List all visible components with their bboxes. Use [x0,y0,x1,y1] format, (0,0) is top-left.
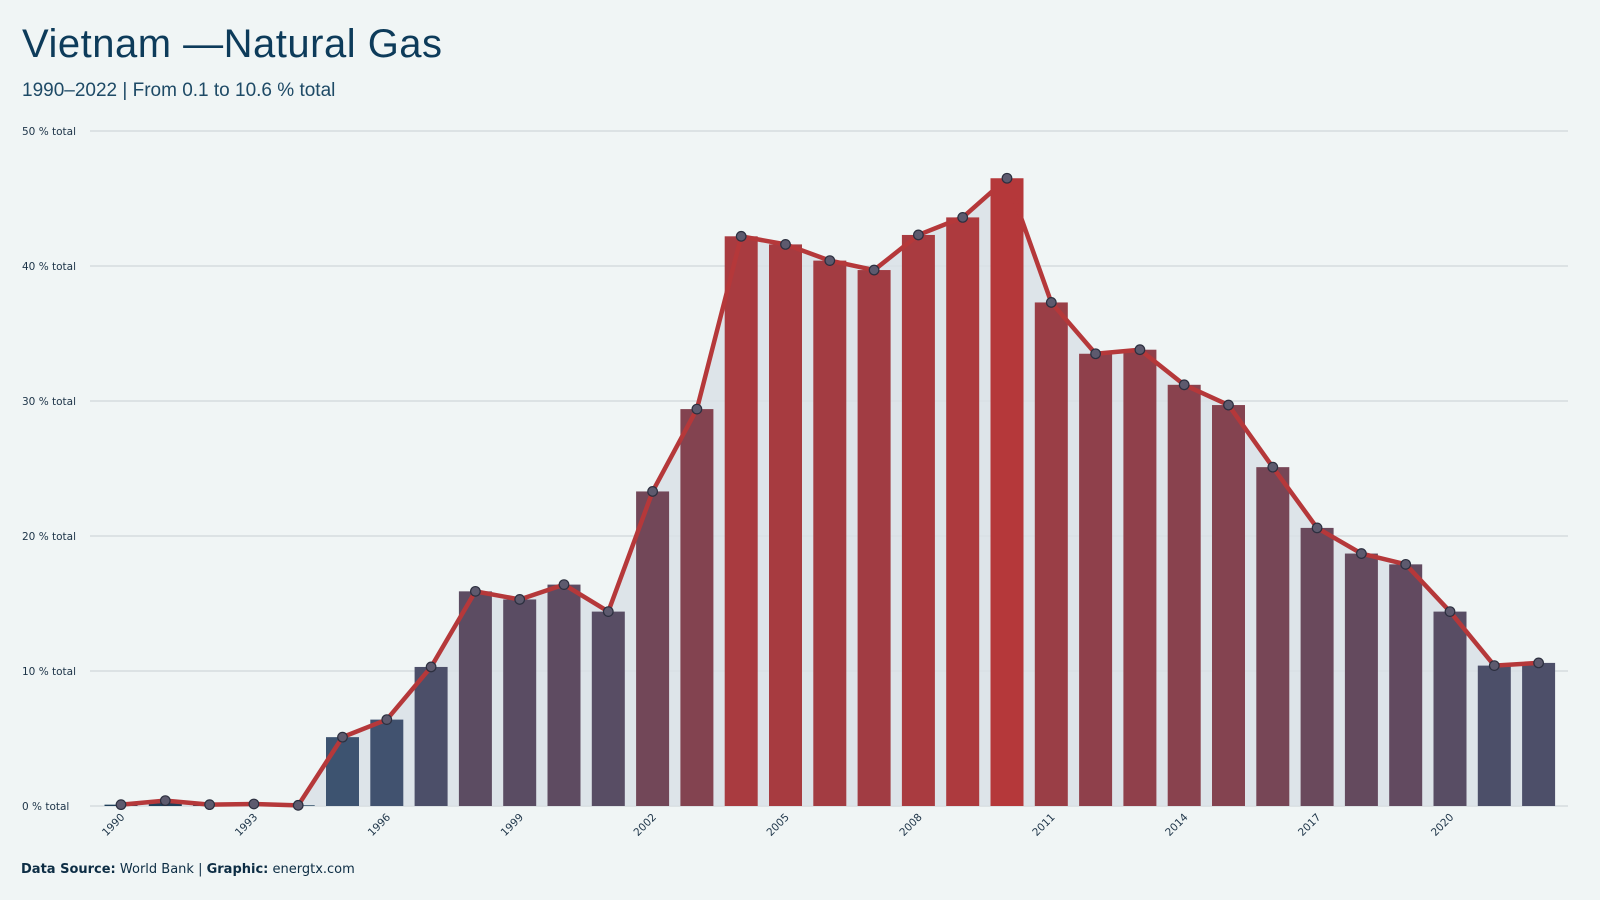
graphic-value: energtx.com [268,862,355,877]
y-tick-label: 20 % total [22,531,76,543]
data-point [735,230,747,242]
y-tick-label: 40 % total [22,261,76,273]
y-tick-label: 30 % total [22,396,76,408]
data-point [913,229,924,241]
bar [1433,611,1467,806]
bar [1079,353,1113,806]
source-label: Data Source: [21,862,116,877]
bar [591,611,625,806]
chart-title: Vietnam —Natural Gas [22,22,443,66]
data-point [470,585,481,597]
bar [857,270,891,806]
data-point [1488,660,1500,671]
x-tick-label: 1993 [233,811,260,838]
data-point [780,238,791,250]
x-tick-label: 1999 [499,811,526,838]
data-point [248,798,260,810]
data-point [204,799,216,811]
x-tick-label: 2002 [632,811,659,838]
data-point [292,799,304,811]
x-tick-label: 2005 [764,811,791,838]
bar [1034,302,1068,806]
bar [636,491,670,806]
x-tick-label: 2020 [1429,811,1456,838]
data-point [514,594,526,605]
data-point [337,731,348,743]
bar [1389,564,1423,806]
y-tick-label: 0 % total [22,801,69,813]
x-tick-label: 2017 [1296,811,1323,838]
bar [414,666,448,806]
x-tick-label: 2008 [897,811,924,838]
data-point [159,795,171,806]
data-point [115,799,127,811]
x-tick-label: 2011 [1030,811,1057,838]
data-point [957,211,969,223]
chart-subtitle: 1990–2022 | From 0.1 to 10.6 % total [22,80,336,101]
source-footer: Data Source: World Bank | Graphic: energ… [21,862,355,877]
data-point [1223,399,1234,411]
bar [1344,553,1378,806]
bar [680,409,714,806]
data-point [1178,379,1190,391]
data-point [691,403,703,415]
data-point [1090,348,1101,360]
bar [503,599,537,806]
data-point [868,264,880,276]
data-point [1001,172,1013,184]
bar [1477,665,1511,806]
data-point [381,714,393,725]
x-tick-label: 2014 [1163,811,1191,839]
data-point [1444,606,1456,617]
x-tick-label: 1996 [366,811,394,839]
data-point [647,486,658,497]
data-point [1267,461,1279,473]
bar [769,244,802,806]
bar [1522,662,1556,806]
bar [458,591,492,806]
bar [724,236,758,807]
data-point [824,255,836,267]
bar [1300,527,1334,806]
bar [946,217,980,806]
data-point [1400,558,1412,570]
data-point [602,606,614,617]
data-point [1355,548,1367,559]
data-point [1045,297,1057,308]
bar [813,260,847,807]
data-point [1311,522,1323,534]
y-tick-label: 50 % total [22,126,76,138]
bar [1212,405,1245,806]
bar [1123,349,1157,806]
bar [326,737,359,806]
y-tick-label: 10 % total [22,666,76,678]
graphic-label: Graphic: [206,862,269,877]
bar [370,719,404,806]
bar [901,234,935,806]
bar [990,178,1024,806]
bar [1256,467,1290,806]
x-tick-label: 1990 [100,811,127,838]
data-point [425,661,437,673]
data-point [1134,344,1146,356]
data-point [558,579,570,590]
bar [1167,384,1201,806]
source-value: World Bank | [115,862,207,877]
data-point [1533,657,1544,669]
bar [547,584,581,806]
